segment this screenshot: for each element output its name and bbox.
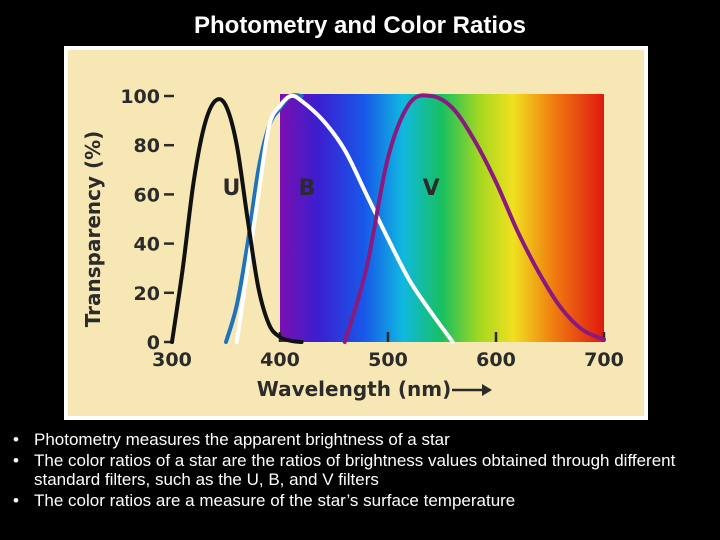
y-tick-label: 40 [134,234,160,256]
x-tick-label: 400 [260,349,300,371]
bullet-marker: • [13,451,19,470]
arrow-head [482,384,492,396]
series-b-curve [234,93,455,344]
bullet-item: • The color ratios of a star are the rati… [6,451,716,489]
x-tick-label: 500 [368,349,408,371]
y-tick-label: 60 [134,184,160,206]
x-axis-arrow [452,384,492,396]
curve-label: U [222,176,240,201]
bullet-item: • Photometry measures the apparent bright… [6,430,716,449]
y-tick-label: 100 [120,86,160,108]
x-tick-label: 600 [476,349,516,371]
transparency-chart: 0 20 40 60 80 100 300 400 500 600 700 U B V Transpar… [68,50,644,416]
bullet-text: Photometry measures the apparent brightn… [34,430,450,449]
series-u-curve [170,97,304,344]
bullet-text: The color ratios are a measure of the st… [34,491,516,510]
bullet-item: • The color ratios are a measure of the s… [6,491,716,510]
chart-figure: 0 20 40 60 80 100 300 400 500 600 700 U B V Transpar… [64,46,648,420]
bullet-list: • Photometry measures the apparent bright… [6,430,716,512]
bullet-marker: • [13,430,19,449]
y-tick-label: 0 [147,332,160,354]
axes: 0 20 40 60 80 100 300 400 500 600 700 [120,86,624,371]
bullet-text: The color ratios of a star are the ratio… [34,451,676,489]
series-layer [170,93,606,344]
x-axis-label: Wavelength (nm) [257,377,452,401]
y-tick-label: 20 [134,283,160,305]
visible-spectrum-band [280,94,604,342]
curve-label: V [423,176,440,201]
x-tick-label: 700 [584,349,624,371]
y-tick-label: 80 [134,135,160,157]
curve-label: B [299,176,316,201]
y-axis-label: Transparency (%) [81,131,105,328]
series-v-curve [342,93,606,344]
x-tick-label: 300 [152,349,192,371]
slide-title: Photometry and Color Ratios [193,12,527,39]
bullet-marker: • [13,491,19,510]
